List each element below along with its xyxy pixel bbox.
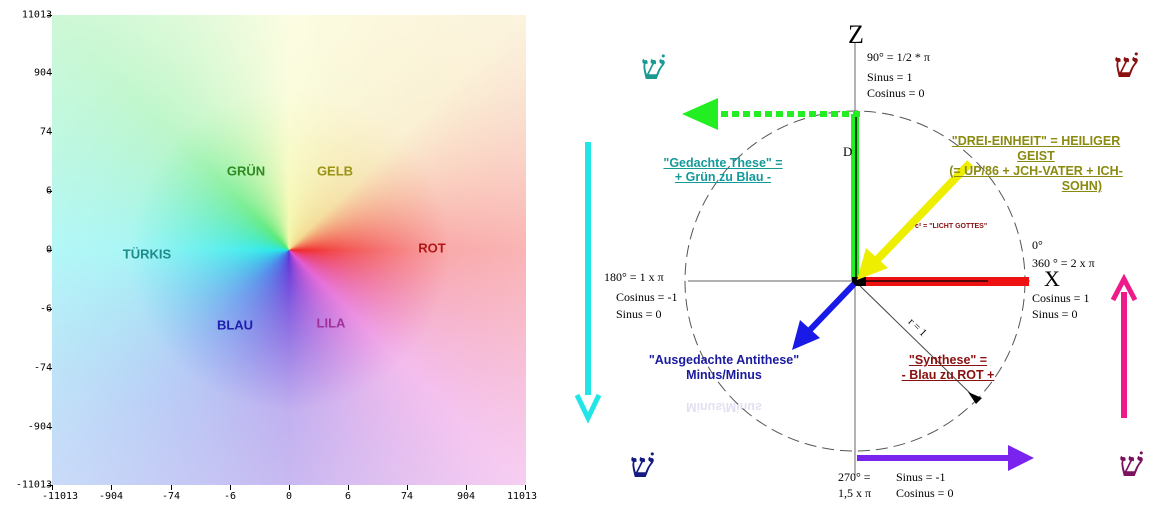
- right-angle-0-label: 0°: [1032, 238, 1043, 252]
- y-tick-mark: [47, 15, 52, 16]
- x-tick-label: -6: [223, 491, 237, 502]
- x-axis-label: X: [1044, 266, 1060, 291]
- y-tick-label: -6: [39, 303, 52, 315]
- x-tick-mark: [348, 485, 349, 490]
- bottom-sin-label: Sinus = -1: [896, 470, 946, 484]
- x-tick-label: -74: [161, 491, 181, 502]
- y-tick-mark: [47, 427, 52, 428]
- these-subtitle: + Grün zu Blau -: [674, 170, 772, 184]
- einheit-line-1: "DREI-EINHEIT" = HEILIGER: [951, 134, 1121, 148]
- x-tick-label: -11013: [41, 491, 79, 502]
- right-cos-label: Cosinus = 1: [1032, 291, 1090, 305]
- purple-arrow-head: [1008, 445, 1034, 471]
- these-title: "Gedachte These" =: [663, 156, 783, 170]
- label-gelb: GELB: [316, 163, 354, 179]
- x-tick-mark: [230, 485, 231, 490]
- top-sin-label: Sinus = 1: [867, 70, 913, 84]
- y-tick-label: 74: [39, 126, 52, 138]
- x-tick-label: -904: [98, 491, 124, 502]
- shin-letter-teal: שׁ: [640, 48, 666, 88]
- shin-letter-navy: שׁ: [629, 446, 655, 486]
- shin-letter-plum: שׁ: [1118, 445, 1144, 485]
- bottom-angle-label-b: 1,5 x π: [838, 486, 872, 500]
- top-cos-label: Cosinus = 0: [867, 86, 925, 100]
- x-tick-mark: [466, 485, 467, 490]
- cyan-arrow-head: [574, 393, 602, 424]
- label-lila: LILA: [316, 315, 346, 331]
- einheit-line-3: (= UP/86 + JCH-VATER + ICH-: [949, 164, 1123, 178]
- x-tick-label: 0: [285, 491, 293, 502]
- right-angle-360-label: 360 ° = 2 x π: [1032, 256, 1095, 270]
- synthese-line-2: - Blau zu ROT +: [901, 368, 995, 382]
- y-tick-mark: [47, 250, 52, 251]
- y-tick-mark: [47, 73, 52, 74]
- diagram-graphics: [574, 42, 1138, 475]
- radius-arrow-tip: [968, 392, 982, 404]
- label-rot: ROT: [418, 240, 446, 256]
- y-tick-label: 11013: [21, 9, 52, 21]
- antithese-line-1: "Ausgedachte Antithese": [648, 353, 800, 367]
- color-wheel-panel: 11013 904 74 6 0 -6 -74 -904 -11013 -110…: [0, 0, 560, 509]
- yellow-arrow-head: [857, 248, 888, 280]
- antithese-reflection-text: Minus/Minus: [686, 400, 762, 414]
- antithese-line-2: Minus/Minus: [686, 368, 762, 382]
- x-tick-label: 74: [400, 491, 414, 502]
- y-tick-label: -74: [33, 362, 52, 374]
- einheit-line-4: SOHN): [1061, 179, 1102, 193]
- label-blau: BLAU: [216, 317, 254, 333]
- y-tick-label: -904: [27, 421, 52, 433]
- left-sin-label: Sinus = 0: [616, 307, 662, 321]
- bottom-cos-label: Cosinus = 0: [896, 486, 954, 500]
- light-label: c² = "LICHT GOTTES": [915, 223, 988, 230]
- x-tick-label: 904: [456, 491, 476, 502]
- x-tick-mark: [171, 485, 172, 490]
- label-gruen: GRÜN: [226, 163, 266, 179]
- einheit-line-2: GEIST: [1017, 149, 1055, 163]
- blue-arrow-head: [792, 320, 820, 350]
- color-wheel-wash: [52, 15, 526, 485]
- label-d: D: [843, 144, 853, 159]
- yellow-arrow-line: [872, 160, 973, 265]
- green-dotted-arrow-head: [682, 98, 718, 130]
- y-tick-mark: [47, 191, 52, 192]
- y-tick-mark: [47, 309, 52, 310]
- x-tick-mark: [52, 485, 53, 490]
- green-vertical-bar: [851, 114, 859, 281]
- right-sin-label: Sinus = 0: [1032, 307, 1078, 321]
- x-tick-mark: [407, 485, 408, 490]
- bottom-angle-label-a: 270° =: [838, 470, 871, 484]
- top-angle-label: 90° = 1/2 * π: [867, 50, 930, 64]
- unit-circle-diagram: שׁ שׁ שׁ שׁ Z X D 90° = 1/2 * π Sinus = …: [570, 0, 1168, 509]
- left-cos-label: Cosinus = -1: [616, 290, 678, 304]
- synthese-line-1: "Synthese" =: [908, 353, 988, 367]
- y-tick-mark: [47, 368, 52, 369]
- x-tick-mark: [525, 485, 526, 490]
- x-tick-mark: [111, 485, 112, 490]
- y-tick-label: 904: [33, 67, 52, 79]
- left-angle-label: 180° = 1 x π: [604, 270, 664, 284]
- origin-marker: [852, 277, 866, 286]
- x-tick-mark: [289, 485, 290, 490]
- label-tuerkis: TÜRKIS: [122, 246, 172, 262]
- blue-arrow-line: [805, 281, 857, 335]
- shin-letter-maroon: שׁ: [1113, 46, 1139, 86]
- y-tick-mark: [47, 132, 52, 133]
- radius-line: [854, 280, 976, 399]
- y-tick-mark: [47, 485, 52, 486]
- x-tick-label: 11013: [506, 491, 538, 502]
- x-tick-label: 6: [344, 491, 352, 502]
- z-axis-label: Z: [848, 20, 864, 49]
- y-tick-label: -11013: [15, 479, 52, 491]
- pink-arrow-head: [1110, 273, 1138, 302]
- color-wheel-plot: [52, 15, 526, 485]
